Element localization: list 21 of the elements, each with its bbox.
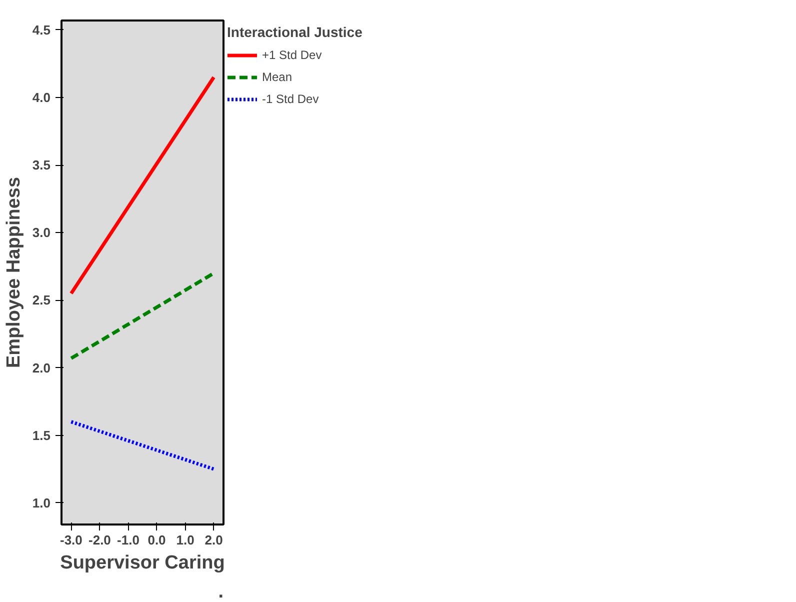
legend-label: Mean bbox=[262, 70, 292, 84]
x-tick-label: 1.0 bbox=[176, 532, 194, 548]
x-tick-label: 2.0 bbox=[204, 532, 223, 548]
legend-label: -1 Std Dev bbox=[262, 92, 319, 106]
y-axis-title: Employee Happiness bbox=[3, 176, 24, 368]
x-tick-label: -1.0 bbox=[117, 532, 140, 548]
y-tick-label: 2.0 bbox=[32, 360, 51, 376]
legend-label: +1 Std Dev bbox=[262, 48, 322, 62]
y-tick-label: 3.0 bbox=[32, 225, 51, 240]
x-tick-label: 0.0 bbox=[148, 532, 166, 548]
y-tick-label: 4.5 bbox=[32, 22, 51, 38]
text: . bbox=[218, 582, 224, 602]
y-tick-label: 1.5 bbox=[32, 428, 51, 443]
x-tick-label: -2.0 bbox=[88, 532, 111, 548]
legend-title: Interactional Justice bbox=[227, 24, 362, 40]
y-tick-label: 1.0 bbox=[32, 495, 51, 510]
x-axis-title: Supervisor Caring bbox=[60, 552, 225, 574]
x-tick-label: -3.0 bbox=[60, 532, 82, 548]
y-tick-label: 2.5 bbox=[32, 292, 51, 308]
y-tick-label: 3.5 bbox=[32, 158, 51, 173]
y-tick-label: 4.0 bbox=[32, 90, 51, 106]
